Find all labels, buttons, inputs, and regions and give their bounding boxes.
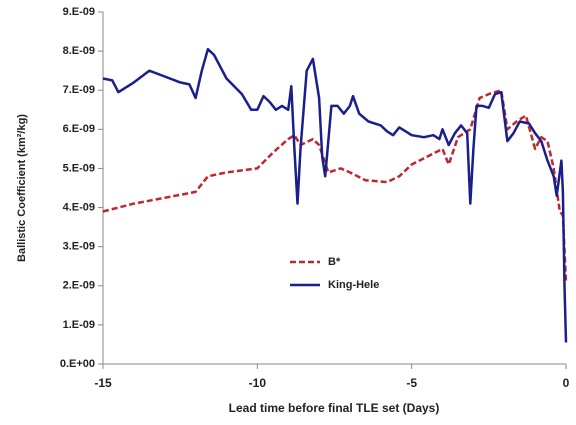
- y-tick-label: 7.E-09: [63, 84, 95, 96]
- x-tick-label: -5: [406, 376, 417, 390]
- y-tick-label: 8.E-09: [63, 45, 95, 57]
- y-tick-label: 1.E-09: [63, 319, 95, 331]
- y-tick-label: 9.E-09: [63, 6, 95, 18]
- y-tick-label: 3.E-09: [63, 241, 95, 253]
- x-tick-label: -15: [94, 376, 112, 390]
- y-tick-label: 4.E-09: [63, 201, 95, 213]
- legend-label: King-Hele: [328, 279, 379, 291]
- series-line: [102, 88, 568, 282]
- x-tick-label: 0: [563, 376, 570, 390]
- y-tick-label: 0.E+00: [60, 358, 95, 370]
- legend-label: B*: [328, 256, 341, 268]
- y-tick-label: 6.E-09: [63, 123, 95, 135]
- series-line: [102, 47, 568, 343]
- y-tick-label: 5.E-09: [63, 162, 95, 174]
- x-axis-label: Lead time before final TLE set (Days): [229, 401, 440, 415]
- x-tick-label: -10: [249, 376, 267, 390]
- y-tick-label: 2.E-09: [63, 280, 95, 292]
- y-axis-label: Ballistic Coefficient (km²/kg): [16, 114, 28, 262]
